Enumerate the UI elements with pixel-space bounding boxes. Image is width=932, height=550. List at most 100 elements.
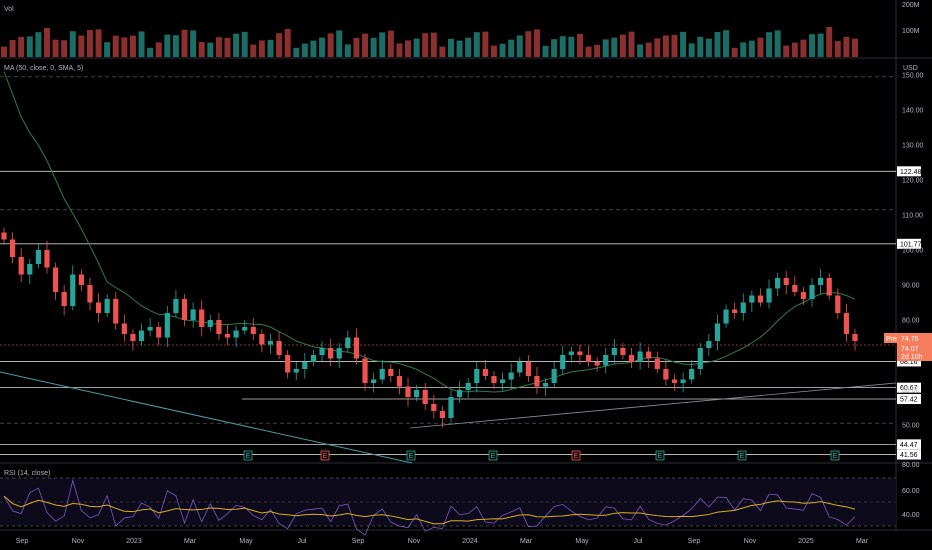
volume-bar — [344, 44, 351, 57]
volume-bar — [430, 32, 437, 57]
volume-bars — [1, 27, 858, 57]
earnings-marker[interactable] — [320, 450, 330, 461]
descending-trendline[interactable] — [0, 371, 413, 464]
candle-body — [396, 376, 403, 387]
volume-bar — [774, 30, 781, 57]
candle-body — [766, 288, 772, 303]
pre-market-price-tag — [897, 333, 932, 343]
price-tick: 110.00 — [902, 213, 923, 220]
time-tick: Jul — [298, 538, 307, 545]
volume-bar — [465, 37, 472, 57]
volume-bar — [843, 36, 850, 57]
candle-body — [9, 239, 16, 257]
earnings-marker-label: E — [246, 453, 251, 460]
volume-bar — [817, 33, 824, 57]
candle-body — [749, 295, 755, 303]
earnings-marker[interactable] — [655, 450, 665, 461]
candle-body — [345, 337, 351, 348]
time-tick: 2025 — [798, 538, 814, 545]
candle-body — [250, 327, 256, 334]
volume-bar — [611, 37, 618, 57]
earnings-marker-label: E — [740, 453, 745, 460]
level-price-label: 60.67 — [900, 385, 918, 392]
volume-bar — [662, 35, 669, 57]
price-tick: 140.00 — [902, 108, 924, 115]
volume-bar — [43, 28, 50, 57]
volume-bar — [405, 40, 412, 57]
rsi-tick-60: 60.00 — [902, 488, 920, 495]
volume-bar — [413, 38, 420, 57]
earnings-marker[interactable] — [571, 450, 581, 461]
rsi-tick-40: 40.00 — [902, 512, 920, 519]
volume-bar — [301, 43, 308, 57]
time-tick: Mar — [520, 538, 533, 545]
volume-bar — [181, 29, 188, 57]
candle-body — [431, 404, 437, 411]
candle-body — [224, 334, 231, 338]
candle-body — [379, 369, 385, 380]
volume-bar — [258, 40, 265, 57]
volume-bar — [379, 32, 386, 57]
volume-bar — [9, 40, 16, 57]
volume-bar — [602, 39, 609, 57]
volume-bar — [61, 40, 68, 57]
volume-bar — [370, 37, 377, 57]
volume-bar — [95, 29, 102, 57]
rsi-tick-80: 80.00 — [902, 462, 920, 469]
currency-label: USD — [903, 65, 918, 72]
earnings-marker[interactable] — [488, 450, 498, 461]
candle-body — [654, 358, 660, 369]
volume-bar — [723, 30, 730, 57]
volume-bar — [233, 33, 240, 57]
time-tick: Mar — [856, 538, 869, 545]
time-axis-ticks: Sep Nov 2023 Mar May Jul Sep Nov 2024 Mar May Jul Se… — [16, 538, 869, 545]
volume-bar — [387, 30, 394, 57]
candle-body — [474, 369, 480, 383]
candle-body — [371, 379, 377, 383]
candle-body — [568, 351, 574, 355]
candle-body — [138, 330, 145, 341]
volume-bar — [336, 30, 343, 57]
price-tick: 90.00 — [902, 283, 920, 290]
volume-bar — [654, 38, 661, 57]
price-tick: 60.00 — [902, 388, 920, 395]
volume-bar — [52, 39, 59, 57]
candle-body — [792, 285, 798, 292]
earnings-marker[interactable] — [406, 450, 416, 461]
volume-bar — [748, 40, 755, 57]
level-price-tag — [897, 394, 921, 405]
candle-body — [689, 369, 695, 380]
volume-bar — [456, 40, 463, 57]
volume-bar — [834, 41, 841, 57]
candle-body — [800, 292, 807, 299]
candle-body — [190, 309, 196, 320]
candle-body — [78, 274, 84, 285]
time-tick: Jul — [634, 538, 643, 545]
volume-pane-label: Vol — [4, 6, 14, 13]
earnings-marker[interactable] — [830, 450, 840, 461]
ascending-trendline[interactable] — [409, 382, 897, 429]
earnings-marker[interactable] — [737, 450, 747, 461]
volume-bar — [104, 42, 111, 57]
volume-bar — [422, 33, 429, 57]
volume-bar — [525, 31, 532, 57]
last-price: 74.07 — [901, 346, 919, 353]
candle-body — [173, 299, 179, 313]
horizontal-levels: 122.48 101.77 68.16 60.67 57.42 44.47 41.56 — [0, 76, 922, 460]
candle-body — [826, 278, 832, 296]
rsi-ma-line — [3, 495, 856, 525]
earnings-marker[interactable] — [243, 450, 253, 461]
ma-indicator-label: MA (50, close, 0, SMA, 5) — [4, 65, 83, 72]
candle-body — [637, 351, 643, 362]
volume-bar — [207, 42, 214, 57]
volume-tick-200m: 200M — [902, 2, 920, 9]
volume-bar — [740, 42, 747, 57]
candle-body — [620, 348, 626, 355]
volume-bar — [766, 32, 773, 57]
level-price-label: 101.77 — [900, 241, 922, 248]
volume-bar — [396, 43, 403, 57]
time-tick: 2024 — [462, 538, 478, 545]
candle-body — [147, 327, 153, 331]
candle-body — [1, 232, 7, 240]
